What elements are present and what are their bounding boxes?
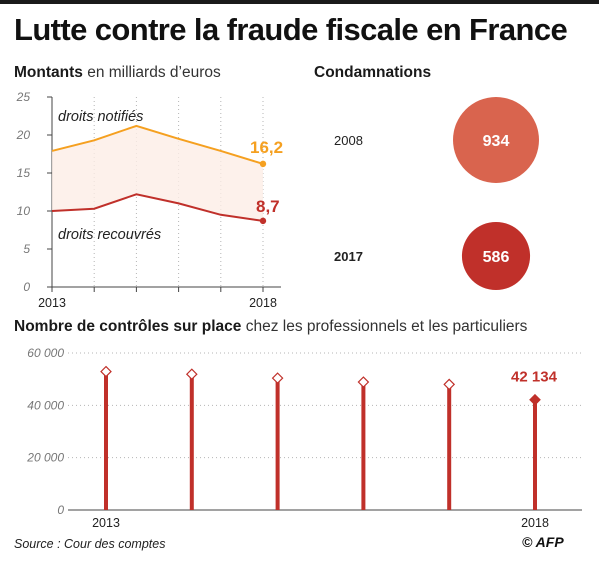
amounts-y-tick-label: 10 xyxy=(17,204,31,218)
amounts-title-bold: Montants xyxy=(14,64,83,81)
controls-y-tick-label: 60 000 xyxy=(27,346,64,360)
afp-credit: © AFP xyxy=(522,534,564,550)
amounts-series-name: droits recouvrés xyxy=(58,227,161,243)
top-rule xyxy=(0,0,599,4)
controls-x-tick-label: 2018 xyxy=(521,516,549,530)
amounts-y-tick-label: 0 xyxy=(23,280,30,294)
controls-bar-marker xyxy=(357,376,370,388)
amounts-y-tick-label: 15 xyxy=(17,166,31,180)
amounts-section-title: Montants en milliards d’euros xyxy=(14,64,221,82)
controls-bar-marker xyxy=(185,368,198,381)
amounts-x-tick-label: 2018 xyxy=(249,296,277,310)
source-note: Source : Cour des comptes xyxy=(14,537,166,551)
controls-bar-marker xyxy=(443,378,456,391)
controls-last-value-label: 42 134 xyxy=(511,369,558,386)
convictions-section-title: Condamnations xyxy=(314,64,431,82)
convictions-bubble-value: 934 xyxy=(483,133,510,150)
amounts-series-end-point xyxy=(259,160,267,168)
amounts-series-line xyxy=(51,124,264,165)
controls-x-tick-label: 2013 xyxy=(92,516,120,530)
convictions-bubble-value: 586 xyxy=(483,249,510,266)
amounts-band xyxy=(52,125,263,221)
amounts-x-tick-label: 2013 xyxy=(38,296,66,310)
controls-y-tick-label: 0 xyxy=(57,503,64,517)
controls-title-bold: Nombre de contrôles sur place xyxy=(14,318,242,335)
controls-y-tick-label: 20 000 xyxy=(26,451,64,465)
amounts-y-tick-label: 25 xyxy=(16,90,31,104)
convictions-year-label: 2017 xyxy=(334,249,363,264)
amounts-series-end-label: 8,7 xyxy=(256,197,280,216)
controls-y-tick-label: 40 000 xyxy=(27,398,64,412)
amounts-y-tick-label: 20 xyxy=(16,128,31,142)
controls-bar-marker xyxy=(100,365,112,378)
convictions-bubble xyxy=(461,221,531,291)
amounts-series-end-label: 16,2 xyxy=(250,138,283,157)
controls-section-title: Nombre de contrôles sur place chez les p… xyxy=(14,318,527,336)
page-title: Lutte contre la fraude fiscale en France xyxy=(14,12,568,47)
controls-bar-marker xyxy=(529,393,541,406)
convictions-bubble xyxy=(453,97,539,183)
amounts-series-end-point xyxy=(259,217,267,225)
amounts-y-tick-label: 5 xyxy=(23,242,30,256)
convictions-title: Condamnations xyxy=(314,64,432,81)
amounts-title-light: en milliards d’euros xyxy=(87,64,221,81)
amounts-series-line xyxy=(51,193,264,222)
controls-bar-marker xyxy=(271,372,284,384)
controls-title-light: chez les professionnels et les particuli… xyxy=(245,318,528,335)
amounts-series-name: droits notifiés xyxy=(58,109,143,125)
convictions-year-label: 2008 xyxy=(334,133,363,148)
